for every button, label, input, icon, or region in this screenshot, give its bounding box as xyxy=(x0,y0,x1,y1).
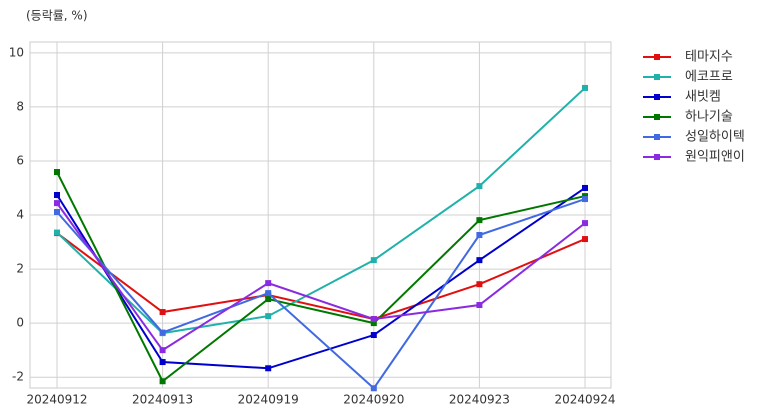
legend-label: 테마지수 xyxy=(685,50,733,65)
point-marker xyxy=(159,359,166,366)
point-marker xyxy=(582,196,588,203)
x-tick-label: 20240919 xyxy=(238,393,299,407)
point-marker xyxy=(54,209,60,216)
legend-marker xyxy=(654,114,660,120)
point-marker xyxy=(159,309,166,316)
legend-label: 하나기술 xyxy=(685,110,733,125)
point-marker xyxy=(582,220,588,227)
x-tick-label: 20240913 xyxy=(132,393,193,407)
y-tick-label: 4 xyxy=(16,208,24,222)
y-tick-label: 0 xyxy=(16,316,24,330)
point-marker xyxy=(54,200,60,207)
y-tick-label: 8 xyxy=(16,99,24,113)
point-marker xyxy=(582,84,588,91)
series-line xyxy=(56,187,586,370)
y-tick-label: 2 xyxy=(16,262,24,276)
point-marker xyxy=(265,365,272,372)
point-marker xyxy=(476,232,483,239)
point-marker xyxy=(476,257,483,264)
point-marker xyxy=(370,385,377,392)
point-marker xyxy=(265,290,272,297)
point-marker xyxy=(54,169,60,176)
x-tick-label: 20240924 xyxy=(554,393,615,407)
point-marker xyxy=(476,183,483,190)
point-marker xyxy=(54,191,60,198)
point-marker xyxy=(265,280,272,287)
point-marker xyxy=(370,316,377,323)
x-tick-label: 20240923 xyxy=(449,393,510,407)
point-marker xyxy=(159,347,166,354)
point-marker xyxy=(265,296,272,303)
point-marker xyxy=(476,302,483,309)
legend-marker xyxy=(654,154,660,160)
x-tick-label: 20240912 xyxy=(26,393,87,407)
point-marker xyxy=(370,320,377,327)
series-line xyxy=(56,202,586,352)
y-tick-label: -2 xyxy=(12,370,24,384)
chart-title: (등락률, %) xyxy=(26,9,88,23)
series-line xyxy=(56,171,586,383)
series-line xyxy=(56,87,586,335)
legend-marker xyxy=(654,74,660,80)
y-tick-label: 10 xyxy=(9,45,24,59)
series-line xyxy=(56,232,586,321)
legend-marker xyxy=(654,134,660,140)
point-marker xyxy=(476,281,483,288)
y-tick-label: 6 xyxy=(16,153,24,167)
point-marker xyxy=(159,378,166,385)
legend-label: 에코프로 xyxy=(685,70,733,85)
point-marker xyxy=(370,332,377,339)
point-marker xyxy=(159,329,166,336)
point-marker xyxy=(54,229,60,236)
point-marker xyxy=(370,257,377,264)
point-marker xyxy=(582,184,588,191)
point-marker xyxy=(582,236,588,243)
x-tick-label: 20240920 xyxy=(343,393,404,407)
legend-label: 성일하이텍 xyxy=(685,130,745,145)
legend-marker xyxy=(654,54,660,60)
legend-label: 원익피앤이 xyxy=(685,150,745,165)
legend-label: 새빗켐 xyxy=(685,90,721,105)
point-marker xyxy=(476,217,483,224)
point-marker xyxy=(265,313,272,320)
series-line xyxy=(56,198,586,390)
legend-marker xyxy=(654,94,660,100)
